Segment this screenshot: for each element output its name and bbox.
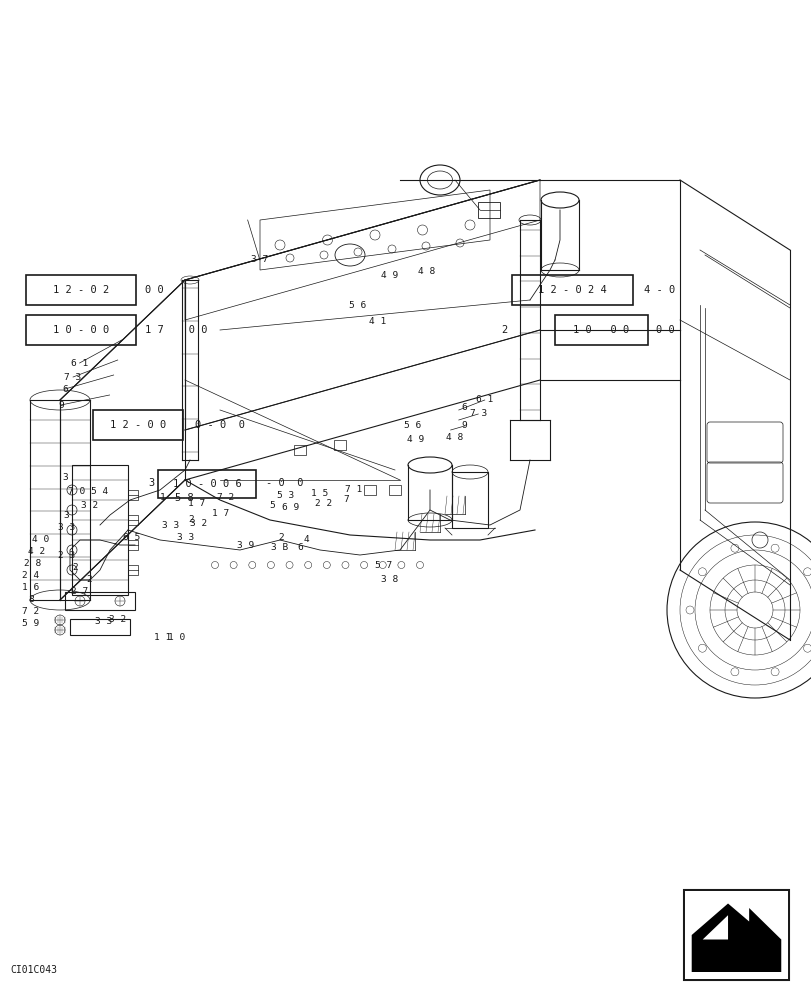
Text: 1 0 - 0 0: 1 0 - 0 0	[573, 325, 629, 335]
Text: 3 9: 3 9	[236, 540, 254, 550]
Bar	[26, 275, 135, 305]
Bar	[128, 540, 138, 550]
Text: 5 7: 5 7	[374, 562, 392, 570]
Text: 7 3: 7 3	[469, 410, 487, 418]
Text: 4 0: 4 0	[32, 536, 49, 544]
Bar	[128, 565, 138, 575]
Bar	[478, 202, 500, 218]
Text: 5 3: 5 3	[277, 491, 294, 500]
Text: 2: 2	[71, 564, 78, 572]
Text: 6 1: 6 1	[71, 359, 88, 367]
Text: 2: 2	[500, 325, 507, 335]
Text: 3 3: 3 3	[58, 524, 75, 532]
Bar	[93, 410, 182, 440]
Bar	[294, 445, 306, 455]
Text: 3: 3	[62, 474, 68, 483]
Text: 5: 5	[268, 502, 275, 510]
Text: 3 2: 3 2	[80, 500, 98, 510]
Text: 2 4: 2 4	[22, 570, 40, 580]
Text: CI01C043: CI01C043	[10, 965, 57, 975]
Text: 1: 1	[159, 493, 165, 502]
Bar	[388, 485, 401, 495]
Text: 3 2: 3 2	[190, 520, 208, 528]
Bar	[684, 891, 787, 979]
Bar	[683, 890, 788, 980]
Text: 4 9: 4 9	[380, 270, 398, 279]
Bar	[511, 275, 633, 305]
Text: 7 2: 7 2	[22, 607, 40, 616]
Text: 6 5: 6 5	[122, 534, 140, 542]
Text: 5 6: 5 6	[403, 422, 421, 430]
Text: 1 0 - 0 0 6: 1 0 - 0 0 6	[173, 479, 241, 489]
Bar	[65, 592, 135, 610]
Text: 4: 4	[303, 536, 310, 544]
Text: 2: 2	[277, 532, 284, 542]
Text: 6 1: 6 1	[475, 395, 493, 404]
Text: 5 8: 5 8	[174, 493, 193, 503]
Text: 1 7    0 0: 1 7 0 0	[144, 325, 207, 335]
Text: 2 3: 2 3	[58, 552, 75, 560]
Text: 7 2: 7 2	[217, 493, 234, 502]
Text: 3 2: 3 2	[109, 615, 127, 624]
Text: 4 1: 4 1	[368, 318, 386, 326]
Text: 8: 8	[28, 595, 34, 604]
Bar	[333, 440, 345, 450]
Text: 3 3: 3 3	[95, 617, 113, 626]
Text: 1 6: 1 6	[22, 582, 40, 591]
Text: 9: 9	[58, 400, 64, 410]
Polygon shape	[691, 904, 780, 972]
Text: 2 2: 2 2	[314, 499, 332, 508]
Text: 3 B: 3 B	[270, 544, 288, 552]
Text: 3 8: 3 8	[380, 574, 398, 584]
Text: 1 7: 1 7	[212, 510, 230, 518]
Text: 9: 9	[461, 422, 467, 430]
Text: 0 - 0  0: 0 - 0 0	[195, 420, 245, 430]
Bar	[70, 619, 130, 635]
Text: 4 2: 4 2	[28, 548, 45, 556]
Text: 5 9: 5 9	[22, 619, 40, 628]
Text: 6: 6	[62, 384, 68, 393]
Text: 3 7: 3 7	[251, 255, 268, 264]
Text: 1 2 - 0 0: 1 2 - 0 0	[109, 420, 166, 430]
Bar	[26, 315, 135, 345]
Bar	[554, 315, 647, 345]
Bar	[363, 485, 375, 495]
Text: 2: 2	[187, 514, 194, 524]
Text: 4 - 0: 4 - 0	[643, 285, 674, 295]
Text: 7 3: 7 3	[64, 372, 82, 381]
Bar	[158, 470, 255, 498]
Text: 4 8: 4 8	[417, 267, 435, 276]
Text: 1 5: 1 5	[311, 488, 328, 497]
Text: 1 0: 1 0	[168, 634, 186, 642]
Text: 1 2 - 0 2 4: 1 2 - 0 2 4	[538, 285, 606, 295]
Bar	[128, 515, 138, 525]
Text: 6: 6	[461, 403, 467, 412]
Text: 0 0: 0 0	[655, 325, 674, 335]
Text: 6: 6	[297, 544, 303, 552]
Text: 1 2 - 0 2: 1 2 - 0 2	[53, 285, 109, 295]
Text: 2 7: 2 7	[71, 587, 88, 596]
Text: 1 1: 1 1	[153, 634, 171, 642]
Text: 3: 3	[148, 478, 154, 488]
Text: 3 3: 3 3	[161, 522, 179, 530]
Text: 6 9: 6 9	[281, 504, 299, 512]
Text: 7 0 5 4: 7 0 5 4	[67, 488, 108, 496]
Text: 3: 3	[63, 512, 70, 520]
Text: 7 1: 7 1	[345, 485, 363, 493]
Text: 0 0: 0 0	[144, 285, 163, 295]
Text: 2 8: 2 8	[24, 558, 41, 568]
Bar	[72, 465, 128, 595]
Text: 2: 2	[86, 576, 92, 584]
Text: - 0  0: - 0 0	[266, 478, 303, 488]
Text: 7: 7	[342, 495, 349, 504]
Bar	[452, 472, 487, 528]
Text: 1 7: 1 7	[187, 499, 205, 508]
Bar	[128, 490, 138, 500]
Text: 3 3: 3 3	[176, 532, 194, 542]
Text: 1 0 - 0 0: 1 0 - 0 0	[53, 325, 109, 335]
Text: 4 9: 4 9	[406, 436, 424, 444]
Polygon shape	[702, 915, 727, 939]
Text: 5 6: 5 6	[348, 300, 366, 310]
Text: 4 8: 4 8	[445, 432, 463, 442]
